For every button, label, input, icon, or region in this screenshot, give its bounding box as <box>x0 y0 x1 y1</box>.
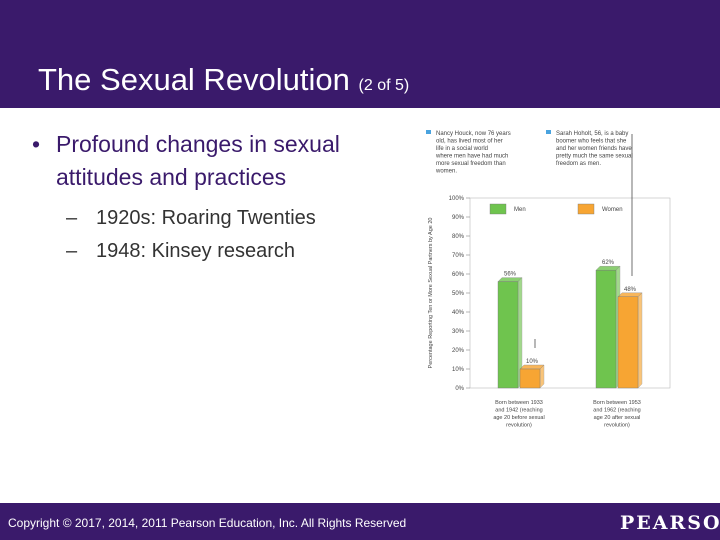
bullet-item: • Profound changes in sexual attitudes a… <box>28 128 408 194</box>
y-tick-label: 0% <box>455 386 464 392</box>
bullet-list: • Profound changes in sexual attitudes a… <box>28 128 408 268</box>
callout-text: freedom as men. <box>556 161 601 167</box>
callout-marker <box>546 130 551 134</box>
y-axis-label: Percentage Reporting Ten or More Sexual … <box>428 218 434 369</box>
y-tick-label: 40% <box>452 310 465 316</box>
category-label: and 1962 (reaching <box>593 408 640 414</box>
y-tick-label: 60% <box>452 272 465 278</box>
bar <box>519 368 541 389</box>
callout-text: life in a social world <box>436 146 488 152</box>
callout-text: Sarah Hoholt, 56, is a baby <box>556 131 628 137</box>
legend-swatch <box>489 203 507 215</box>
copyright-text: Copyright © 2017, 2014, 2011 Pearson Edu… <box>8 516 407 530</box>
callout-marker <box>426 130 431 134</box>
callout-text: pretty much the same sexual <box>556 154 633 160</box>
pearson-logo: PEARSON <box>620 512 720 534</box>
callout-text: women. <box>435 169 457 175</box>
bullet-dot: • <box>32 131 41 157</box>
category-label: revolution) <box>506 423 532 429</box>
bar-side <box>637 292 643 389</box>
callout-text: where men have had much <box>435 154 508 160</box>
data-label: 48% <box>624 287 637 293</box>
slide-title-text: The Sexual Revolution <box>38 62 350 97</box>
legend-swatch <box>577 203 595 215</box>
title-bar: The Sexual Revolution (2 of 5) <box>0 0 720 108</box>
bar <box>595 269 617 389</box>
category-label: Born between 1953 <box>593 400 641 406</box>
footer-bar: Copyright © 2017, 2014, 2011 Pearson Edu… <box>0 503 720 540</box>
sub-bullet-item: – 1948: Kinsey research <box>28 235 408 268</box>
data-label: 62% <box>602 260 615 266</box>
y-tick-label: 80% <box>452 234 465 240</box>
callout-text: old, has lived most of her <box>436 139 503 145</box>
category-label: age 20 before sexual <box>493 415 544 421</box>
slide-title: The Sexual Revolution (2 of 5) <box>38 62 409 98</box>
y-tick-label: 20% <box>452 348 465 354</box>
partners-bar-chart: 0% 10% 20% 30% 40% 50% 60% 70% 80% 90% 100% Percent… <box>426 130 671 429</box>
callout-text: boomer who feels that she <box>556 139 627 145</box>
slide-title-suffix: (2 of 5) <box>358 77 410 94</box>
legend-label: Men <box>514 207 526 213</box>
y-tick-label: 10% <box>452 367 465 373</box>
bullet-text: Profound changes in sexual attitudes and… <box>56 131 340 190</box>
sub-bullet-text: 1948: Kinsey research <box>96 240 296 262</box>
sub-bullet-dash: – <box>66 240 78 262</box>
y-tick-label: 90% <box>452 215 465 221</box>
category-label: age 20 after sexual <box>594 415 641 421</box>
bar <box>617 296 639 389</box>
callout-text: Nancy Houck, now 76 years <box>436 131 511 137</box>
legend-label: Women <box>602 207 623 213</box>
sub-bullet-dash: – <box>66 207 78 229</box>
bar-side <box>539 364 545 389</box>
callout-text: more sexual freedom than <box>436 161 506 167</box>
sub-bullet-item: – 1920s: Roaring Twenties <box>28 202 408 235</box>
category-label: Born between 1933 <box>495 400 543 406</box>
category-label: and 1942 (reaching <box>495 408 542 414</box>
y-tick-label: 100% <box>449 196 465 202</box>
sub-bullet-text: 1920s: Roaring Twenties <box>96 207 316 229</box>
y-tick-label: 30% <box>452 329 465 335</box>
bar <box>497 281 519 389</box>
y-tick-label: 70% <box>452 253 465 259</box>
y-tick-label: 50% <box>452 291 465 297</box>
category-label: revolution) <box>604 423 630 429</box>
data-label: 10% <box>526 359 539 365</box>
data-label: 56% <box>504 272 517 278</box>
sub-bullet-list: – 1920s: Roaring Twenties – 1948: Kinsey… <box>28 202 408 268</box>
callout-text: and her women friends have <box>556 146 632 152</box>
